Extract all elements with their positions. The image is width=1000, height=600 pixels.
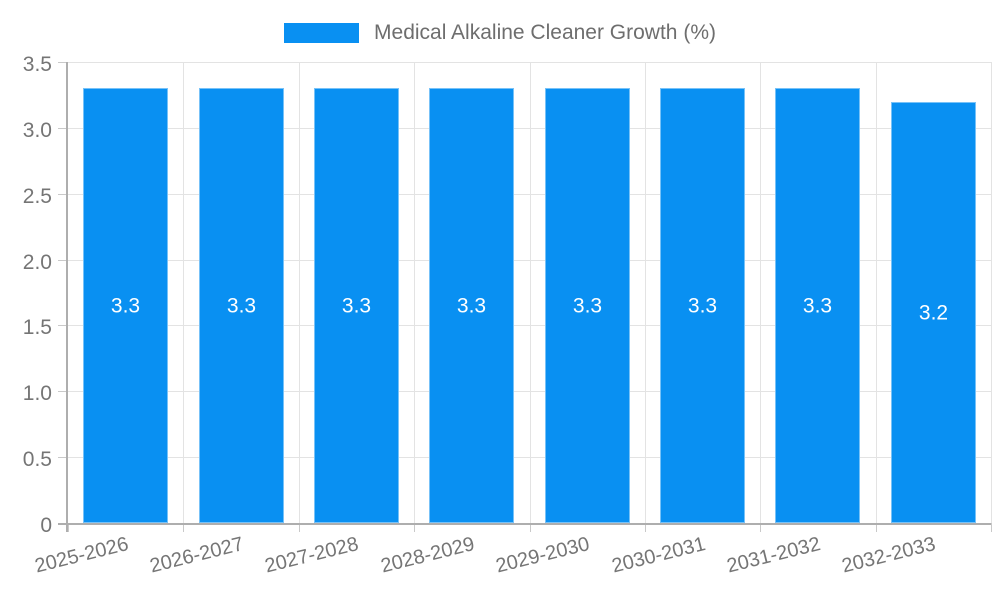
x-tick-label: 2032-2033 <box>839 533 939 578</box>
x-tick-mark <box>991 523 992 532</box>
x-gridline <box>760 62 761 523</box>
x-tick-label: 2027-2028 <box>262 533 362 578</box>
x-tick-label: 2025-2026 <box>32 533 132 578</box>
bar-value-label: 3.3 <box>456 294 487 317</box>
x-tick-label: 2026-2027 <box>147 533 247 578</box>
bar: 3.3 <box>199 88 284 523</box>
bar: 3.3 <box>83 88 168 523</box>
chart-legend[interactable]: Medical Alkaline Cleaner Growth (%) <box>0 20 1000 46</box>
y-tick-label: 0.5 <box>22 448 52 471</box>
x-tick-label: 2030-2031 <box>609 533 709 578</box>
x-gridline <box>299 62 300 523</box>
y-gridline <box>68 260 991 261</box>
y-gridline <box>68 194 991 195</box>
bar-value-label: 3.3 <box>687 294 718 317</box>
y-gridline <box>68 391 991 392</box>
x-gridline <box>183 62 184 523</box>
bar: 3.3 <box>775 88 860 523</box>
x-gridline <box>414 62 415 523</box>
y-tick-label: 2.5 <box>22 185 52 208</box>
legend-label: Medical Alkaline Cleaner Growth (%) <box>374 21 716 44</box>
x-tick-mark <box>299 523 300 532</box>
y-axis-line <box>66 62 68 532</box>
x-gridline <box>876 62 877 523</box>
y-tick-label: 3.5 <box>22 53 52 76</box>
bar-value-label: 3.3 <box>802 294 833 317</box>
x-tick-mark <box>183 523 184 532</box>
y-tick-label: 1.0 <box>22 382 52 405</box>
x-tick-mark <box>530 523 531 532</box>
x-gridline <box>645 62 646 523</box>
x-axis-line <box>58 523 991 525</box>
y-tick-mark <box>58 325 68 326</box>
bar: 3.3 <box>660 88 745 523</box>
x-gridline <box>991 62 992 523</box>
bar-value-label: 3.3 <box>572 294 603 317</box>
y-tick-mark <box>58 391 68 392</box>
x-tick-mark <box>876 523 877 532</box>
x-tick-label: 2028-2029 <box>378 533 478 578</box>
x-tick-mark <box>760 523 761 532</box>
bar-value-label: 3.2 <box>918 301 949 324</box>
y-gridline <box>68 325 991 326</box>
legend-swatch <box>284 23 360 43</box>
y-tick-mark <box>58 194 68 195</box>
bar: 3.3 <box>429 88 514 523</box>
bar: 3.2 <box>891 102 976 523</box>
y-tick-mark <box>58 457 68 458</box>
y-tick-label: 1.5 <box>22 316 52 339</box>
x-tick-mark <box>68 523 69 532</box>
x-gridline <box>530 62 531 523</box>
y-tick-label: 3.0 <box>22 119 52 142</box>
bar-value-label: 3.3 <box>110 294 141 317</box>
x-tick-mark <box>414 523 415 532</box>
bar-value-label: 3.3 <box>341 294 372 317</box>
bar: 3.3 <box>545 88 630 523</box>
y-gridline <box>68 62 991 63</box>
y-tick-mark <box>58 128 68 129</box>
y-tick-mark <box>58 260 68 261</box>
y-tick-label: 0 <box>40 514 52 537</box>
y-tick-mark <box>58 62 68 63</box>
y-gridline <box>68 457 991 458</box>
x-tick-label: 2029-2030 <box>493 533 593 578</box>
bar-value-label: 3.3 <box>226 294 257 317</box>
y-tick-label: 2.0 <box>22 251 52 274</box>
bar: 3.3 <box>314 88 399 523</box>
y-gridline <box>68 128 991 129</box>
x-tick-mark <box>645 523 646 532</box>
x-tick-label: 2031-2032 <box>724 533 824 578</box>
